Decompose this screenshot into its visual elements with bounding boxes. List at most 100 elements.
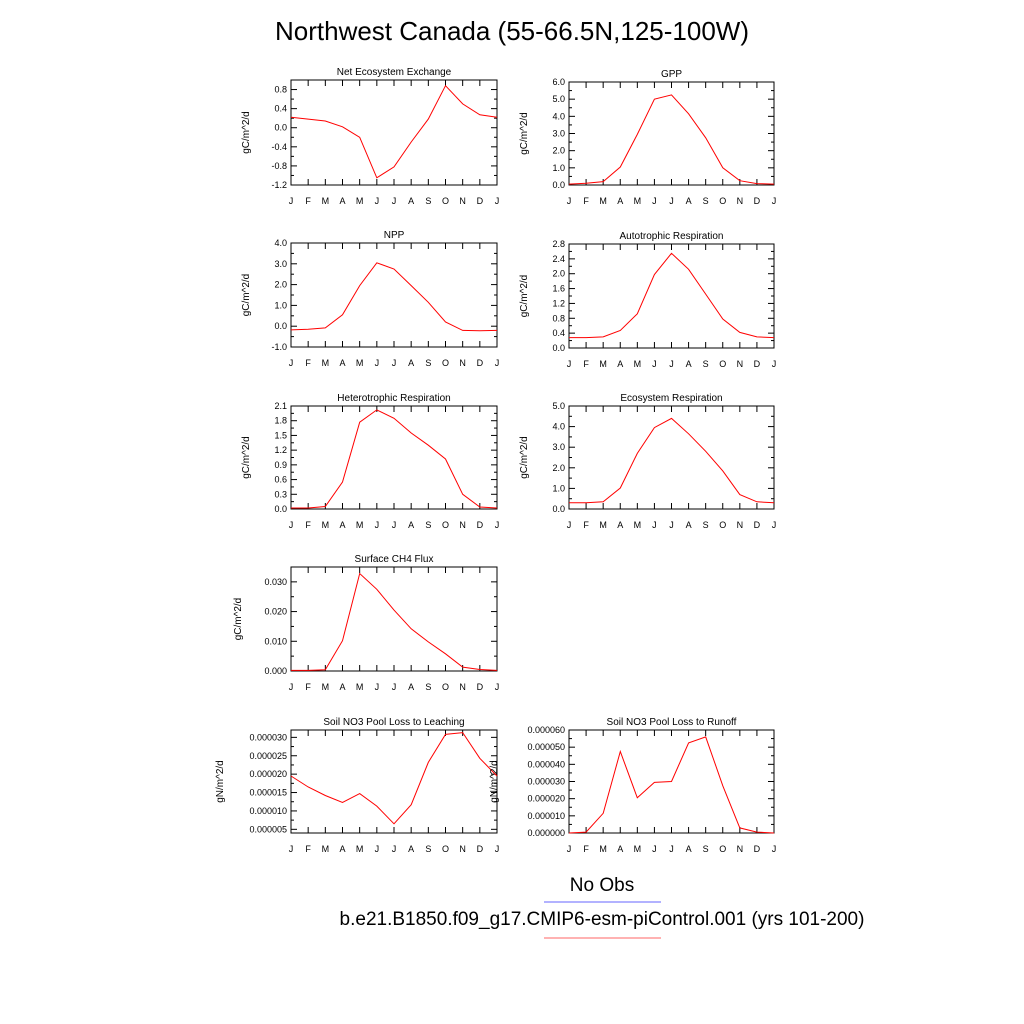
panel-3-xtick-label: J bbox=[392, 358, 397, 368]
panel-5-xtick-label: J bbox=[495, 520, 500, 530]
panel-3-xtick-label: M bbox=[356, 358, 364, 368]
panel-8-xtick-label: J bbox=[392, 844, 397, 854]
panel-3-ytick-label: 0.0 bbox=[274, 321, 287, 331]
panel-5-xtick-label: J bbox=[392, 520, 397, 530]
panel-3-ytick-label: 1.0 bbox=[274, 300, 287, 310]
legend-label-obs: No Obs bbox=[570, 875, 634, 896]
panel-4-ytick-label: 2.8 bbox=[552, 239, 565, 249]
panel-2-xtick-label: J bbox=[567, 196, 572, 206]
panel-4-xtick-label: D bbox=[754, 359, 761, 369]
panel-9-ylabel: gN/m^2/d bbox=[489, 760, 500, 803]
panel-2-xtick-label: D bbox=[754, 196, 761, 206]
panel-9-xtick-label: D bbox=[754, 844, 761, 854]
panel-2-series-line bbox=[568, 94, 775, 185]
panel-3-xtick-label: J bbox=[375, 358, 380, 368]
panel-1-xtick-label: M bbox=[356, 196, 364, 206]
panel-9-xtick-label: J bbox=[567, 844, 572, 854]
panel-5-xtick-label: O bbox=[442, 520, 449, 530]
panel-3-xtick-label: A bbox=[408, 358, 414, 368]
panel-9-xtick-label: O bbox=[719, 844, 726, 854]
panel-9-xtick-label: A bbox=[686, 844, 692, 854]
panel-2-xtick-label: A bbox=[686, 196, 692, 206]
panel-6-ytick-label: 3.0 bbox=[552, 442, 565, 452]
panel-9-ytick-label: 0.000060 bbox=[527, 725, 565, 735]
panel-8-xtick-label: M bbox=[356, 844, 364, 854]
panel-4-ytick-label: 2.4 bbox=[552, 254, 565, 264]
panel-8-ytick-label: 0.000030 bbox=[249, 732, 287, 742]
panel-2-xtick-label: M bbox=[599, 196, 607, 206]
panel-8-ytick-label: 0.000025 bbox=[249, 751, 287, 761]
panel-2-ytick-label: 4.0 bbox=[552, 111, 565, 121]
panel-1-xtick-label: M bbox=[322, 196, 330, 206]
panel-5-ytick-label: 1.2 bbox=[274, 445, 287, 455]
panel-6-ytick-label: 0.0 bbox=[552, 504, 565, 514]
panel-6-xtick-label: D bbox=[754, 520, 761, 530]
panel-2-xtick-label: A bbox=[617, 196, 623, 206]
panel-4-ylabel: gC/m^2/d bbox=[519, 275, 530, 318]
panel-4-xtick-label: J bbox=[669, 359, 674, 369]
panel-1-xtick-label: J bbox=[392, 196, 397, 206]
panel-5-xtick-label: J bbox=[289, 520, 294, 530]
panel-5-frame bbox=[290, 405, 498, 510]
panel-8-series-line bbox=[290, 732, 498, 825]
panel-2-ylabel: gC/m^2/d bbox=[519, 112, 530, 155]
panel-1-xtick-label: J bbox=[375, 196, 380, 206]
panel-9-xtick-label: S bbox=[703, 844, 709, 854]
panel-6-xtick-label: F bbox=[583, 520, 589, 530]
panel-1-series-line bbox=[290, 84, 498, 179]
panel-8-xtick-label: J bbox=[375, 844, 380, 854]
panel-5-ytick-label: 0.0 bbox=[274, 504, 287, 514]
panel-3-ytick-label: 4.0 bbox=[274, 238, 287, 248]
panel-2-ytick-label: 0.0 bbox=[552, 180, 565, 190]
panel-7-ytick-label: 0.000 bbox=[264, 666, 287, 676]
panel-7-xtick-label: A bbox=[339, 682, 345, 692]
panel-7-xtick-label: S bbox=[425, 682, 431, 692]
panel-7-xtick-label: J bbox=[392, 682, 397, 692]
panel-7-xtick-label: J bbox=[289, 682, 294, 692]
panel-4-ytick-label: 2.0 bbox=[552, 269, 565, 279]
panel-6-ylabel: gC/m^2/d bbox=[519, 436, 530, 479]
panel-1-xtick-label: A bbox=[339, 196, 345, 206]
panel-7-series-line bbox=[291, 572, 498, 671]
panel-6-series-line bbox=[569, 417, 775, 504]
panel-4-xtick-label: J bbox=[567, 359, 572, 369]
panel-7-ytick-label: 0.020 bbox=[264, 607, 287, 617]
panel-1-xtick-label: J bbox=[495, 196, 500, 206]
panel-8-ytick-label: 0.000005 bbox=[249, 824, 287, 834]
panel-9-series-line bbox=[568, 736, 775, 834]
panel-6-title: Ecosystem Respiration bbox=[620, 393, 722, 404]
panel-1-xtick-label: D bbox=[477, 196, 484, 206]
panel-4-xtick-label: S bbox=[703, 359, 709, 369]
panel-7-ytick-label: 0.030 bbox=[264, 577, 287, 587]
panel-6-ytick-label: 1.0 bbox=[552, 483, 565, 493]
panel-9-xtick-label: M bbox=[634, 844, 642, 854]
panel-2-xtick-label: J bbox=[772, 196, 777, 206]
panel-5-xtick-label: M bbox=[356, 520, 364, 530]
panel-6-xtick-label: N bbox=[737, 520, 744, 530]
panel-3-xtick-label: O bbox=[442, 358, 449, 368]
panel-8-ytick-label: 0.000020 bbox=[249, 769, 287, 779]
panel-4-xtick-label: O bbox=[719, 359, 726, 369]
panel-1-ytick-label: -0.4 bbox=[271, 142, 287, 152]
panel-6-xtick-label: O bbox=[719, 520, 726, 530]
panel-1-xtick-label: A bbox=[408, 196, 414, 206]
panel-5-xtick-label: S bbox=[425, 520, 431, 530]
panel-7-xtick-label: F bbox=[305, 682, 311, 692]
panel-5-xtick-label: A bbox=[339, 520, 345, 530]
panel-4-xtick-label: N bbox=[737, 359, 744, 369]
panel-9-xtick-label: J bbox=[772, 844, 777, 854]
panel-2-frame bbox=[568, 81, 775, 186]
panel-5-ytick-label: 2.1 bbox=[274, 401, 287, 411]
panel-9-ytick-label: 0.000050 bbox=[527, 742, 565, 752]
panel-6-xtick-label: M bbox=[599, 520, 607, 530]
panel-4-xtick-label: J bbox=[772, 359, 777, 369]
panel-5-ytick-label: 1.8 bbox=[274, 416, 287, 426]
panel-3-title: NPP bbox=[384, 230, 405, 241]
panel-2-title: GPP bbox=[661, 69, 682, 80]
panel-9-ytick-label: 0.000000 bbox=[527, 828, 565, 838]
panel-5-xtick-label: F bbox=[305, 520, 311, 530]
panel-9-xtick-label: J bbox=[669, 844, 674, 854]
panel-9-xtick-label: A bbox=[617, 844, 623, 854]
panel-4-xtick-label: F bbox=[583, 359, 589, 369]
